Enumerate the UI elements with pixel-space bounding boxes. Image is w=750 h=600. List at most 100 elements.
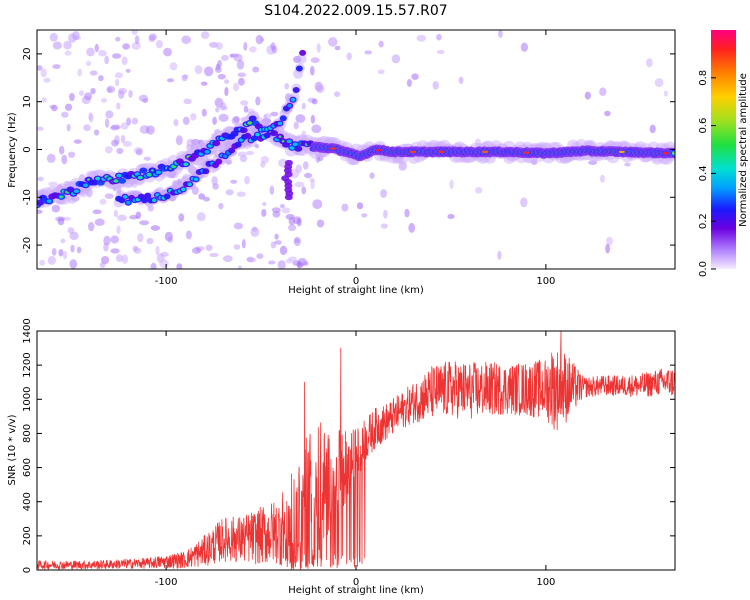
heatmap-blob [112, 53, 122, 59]
heatmap-blob [155, 40, 163, 49]
heatmap-blob [66, 123, 71, 132]
heatmap-blob [282, 248, 288, 254]
heatmap-blob [200, 81, 208, 86]
heatmap-blob [301, 102, 306, 110]
heatmap-blob [181, 187, 186, 192]
heatmap-blob [293, 121, 299, 130]
heatmap-blob [274, 233, 279, 240]
heatmap-blob [605, 243, 611, 254]
snr-y-tick-label: 1000 [22, 387, 33, 412]
spectrogram-xlabel: Height of straight line (km) [288, 285, 424, 296]
spectrogram-y-tick-label: 10 [22, 95, 33, 108]
heatmap-blob [316, 43, 321, 53]
heatmap-blob [122, 43, 130, 50]
heatmap-blob [77, 68, 83, 77]
heatmap-blob [57, 217, 65, 226]
heatmap-blob [51, 104, 58, 112]
heatmap-blob [115, 254, 124, 262]
heatmap-blob [310, 114, 316, 124]
heatmap-blob [113, 209, 119, 218]
heatmap-blob [178, 213, 185, 222]
heatmap-blob [438, 150, 445, 154]
heatmap-blob [217, 60, 223, 68]
heatmap-blob [209, 252, 219, 258]
heatmap-blob [78, 90, 84, 97]
heatmap-blob [301, 186, 307, 195]
heatmap-blob [383, 209, 388, 219]
heatmap-blob [116, 225, 121, 235]
heatmap-blob [584, 91, 591, 100]
colorbar-tick-label: 0.4 [698, 165, 709, 181]
heatmap-blob [183, 98, 192, 105]
heatmap-blob [294, 181, 305, 188]
heatmap-blob [194, 65, 203, 75]
heatmap-blob [131, 41, 141, 50]
spectrogram-x-tick-label: 100 [536, 276, 555, 287]
heatmap-blob [236, 59, 245, 70]
colorbar-tick-label: 0.0 [698, 261, 709, 277]
heatmap-blob [270, 111, 279, 117]
heatmap-blob [212, 140, 221, 147]
heatmap-blob [233, 82, 239, 92]
spectrogram-ylabel: Frequency (Hz) [7, 112, 18, 188]
heatmap-blob [150, 262, 157, 269]
heatmap-blob [369, 172, 375, 179]
heatmap-blob [224, 86, 229, 97]
heatmap-blob [290, 97, 296, 102]
heatmap-blob [239, 154, 248, 163]
heatmap-blob [137, 233, 144, 243]
snr-y-tick-label: 400 [22, 492, 33, 511]
heatmap-blob [221, 54, 229, 61]
heatmap-blob [255, 34, 264, 45]
heatmap-blob [169, 62, 178, 71]
heatmap-blob [141, 197, 148, 204]
heatmap-blob [86, 47, 95, 57]
heatmap-blob [131, 30, 139, 36]
heatmap-blob [222, 255, 233, 263]
heatmap-blob [110, 235, 120, 244]
heatmap-blob [217, 73, 226, 80]
heatmap-blob [62, 250, 68, 260]
heatmap-blob [436, 33, 442, 41]
heatmap-blob [181, 35, 192, 45]
heatmap-blob [218, 202, 224, 210]
heatmap-blob [98, 49, 107, 57]
heatmap-blob [183, 74, 189, 79]
colorbar-tick-label: 0.2 [698, 213, 709, 229]
heatmap-blob [110, 125, 120, 131]
heatmap-blob [73, 139, 82, 144]
heatmap-blob [128, 89, 133, 98]
heatmap-blob [61, 154, 68, 165]
heatmap-blob [219, 105, 228, 111]
heatmap-blob [114, 78, 120, 87]
heatmap-blob [270, 130, 278, 137]
heatmap-blob [600, 174, 605, 183]
heatmap-blob [411, 73, 419, 80]
heatmap-blob [163, 193, 171, 200]
heatmap-blob [261, 208, 267, 217]
spectrogram-y-tick-label: -20 [22, 237, 33, 253]
heatmap-blob [117, 214, 127, 221]
heatmap-blob [105, 110, 114, 119]
heatmap-blob [69, 231, 79, 241]
heatmap-blob [52, 64, 61, 69]
snr-y-tick-label: 800 [22, 424, 33, 443]
heatmap-blob [233, 222, 243, 230]
heatmap-blob [240, 100, 249, 106]
heatmap-blob [118, 90, 125, 99]
heatmap-blob [190, 112, 197, 121]
heatmap-blob [346, 52, 352, 61]
heatmap-blob [406, 78, 412, 87]
heatmap-blob [233, 244, 241, 250]
heatmap-blob [334, 91, 341, 98]
snr-line [37, 331, 675, 570]
heatmap-blob [100, 256, 110, 264]
heatmap-blob [196, 212, 206, 222]
heatmap-blob [52, 41, 63, 50]
heatmap-blob [281, 207, 291, 214]
heatmap-blob [68, 33, 77, 43]
heatmap-blob [260, 37, 265, 43]
heatmap-blob [104, 193, 114, 199]
